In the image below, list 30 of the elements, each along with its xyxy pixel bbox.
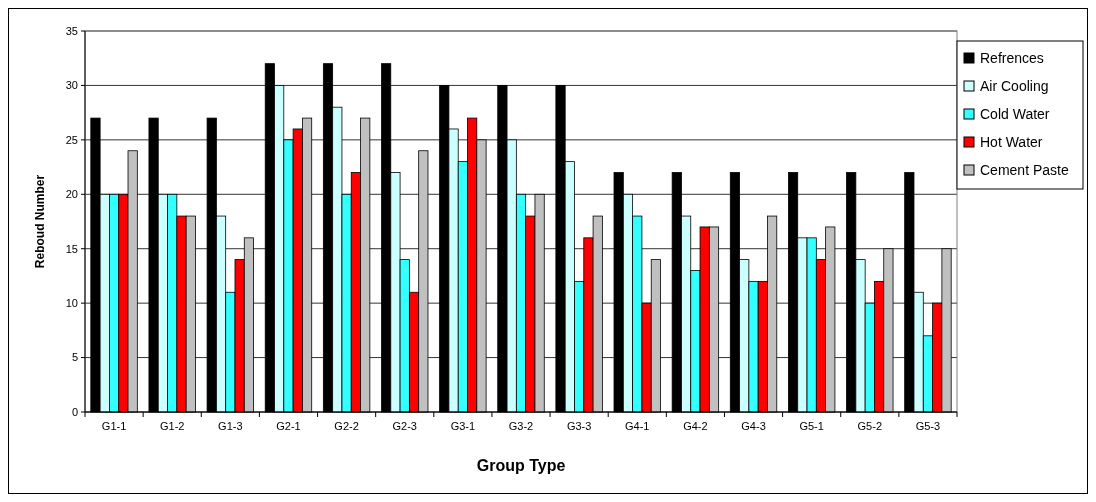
y-tick-label: 5 <box>71 351 78 364</box>
x-tick-label: G3-2 <box>508 420 534 432</box>
x-axis-title: Group Type <box>476 457 566 474</box>
y-tick-label: 20 <box>65 188 78 201</box>
y-tick-label: 10 <box>65 296 78 309</box>
y-tick-label: 30 <box>65 79 78 92</box>
x-tick-label: G5-1 <box>799 420 824 432</box>
x-tick-label: G3-1 <box>450 420 476 432</box>
x-tick-label: G2-1 <box>276 420 301 432</box>
y-tick-label: 15 <box>65 242 78 255</box>
x-tick-label: G4-1 <box>625 420 650 432</box>
legend-label: Cement Paste <box>980 161 1069 178</box>
x-tick-label: G3-3 <box>566 420 592 432</box>
x-tick-label: G5-2 <box>857 420 883 432</box>
x-tick-label: G4-3 <box>741 420 766 432</box>
x-tick-label: G1-2 <box>159 420 185 432</box>
y-tick-label: 25 <box>65 133 78 146</box>
y-tick-label: 0 <box>71 405 78 418</box>
y-tick-label: 35 <box>65 24 78 37</box>
x-tick-label: G1-1 <box>101 420 127 432</box>
x-tick-label: G4-2 <box>683 420 708 432</box>
legend-label: Refrences <box>980 49 1044 66</box>
x-tick-label: G2-3 <box>392 420 417 432</box>
legend-label: Hot Water <box>980 133 1043 150</box>
legend-label: Cold Water <box>980 105 1050 122</box>
legend-label: Air Cooling <box>980 77 1049 94</box>
x-tick-label: G1-3 <box>218 420 243 432</box>
y-axis-title: Reboud Number <box>33 174 47 269</box>
x-tick-label: G2-2 <box>334 420 359 432</box>
x-tick-label: G5-3 <box>915 420 941 432</box>
